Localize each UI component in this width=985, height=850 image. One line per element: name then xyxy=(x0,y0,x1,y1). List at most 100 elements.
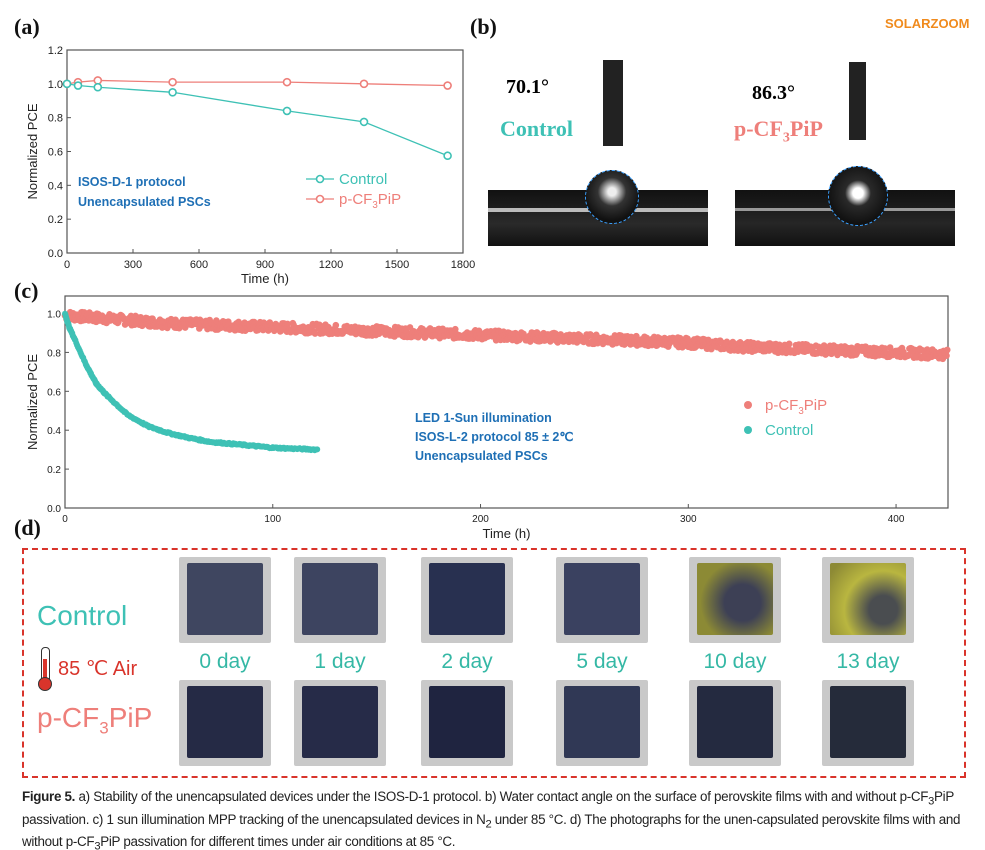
data-point xyxy=(314,446,321,453)
series-line-0 xyxy=(66,83,448,157)
y-axis-label: Normalized PCE xyxy=(25,354,40,450)
chart-c: 0 100 200 300 400 0.0 0.2 0.4 0.6 0.8 1.0 Time (h) N… xyxy=(25,295,951,541)
y-tick-label: 1.2 xyxy=(48,45,63,57)
film-photo-pcf3pip xyxy=(689,680,781,766)
data-point xyxy=(785,340,793,348)
day-label: 5 day xyxy=(576,650,628,673)
legend-marker xyxy=(315,194,325,204)
day-label: 10 day xyxy=(703,650,767,673)
annotation: Unencapsulated PSCs xyxy=(78,195,211,209)
film-photo-control xyxy=(556,557,648,643)
film-photo-pcf3pip xyxy=(421,680,513,766)
x-tick-label: 1200 xyxy=(319,259,343,271)
film-photo-control xyxy=(294,557,386,643)
data-point xyxy=(62,79,72,89)
film-photo-pcf3pip xyxy=(556,680,648,766)
film-photo-pcf3pip xyxy=(294,680,386,766)
droplet-pcf3pip xyxy=(828,166,888,226)
annotation: Unencapsulated PSCs xyxy=(415,449,548,463)
x-axis-label: Time (h) xyxy=(241,271,289,286)
condition-label: 85 ℃ Air xyxy=(58,658,138,680)
plot-frame xyxy=(64,295,949,509)
data-point xyxy=(168,77,177,87)
panel-label-d: (d) xyxy=(14,515,41,540)
label-control: Control xyxy=(500,116,573,141)
data-point xyxy=(943,352,950,359)
x-tick-label: 600 xyxy=(190,259,208,271)
day-label: 2 day xyxy=(441,650,493,673)
day-label: 13 day xyxy=(836,650,900,673)
watermark: SOLARZOOM xyxy=(885,16,970,31)
legend-marker xyxy=(744,426,752,434)
film-photo-control xyxy=(179,557,271,643)
data-point xyxy=(284,320,291,328)
legend-marker xyxy=(315,174,325,184)
y-tick-label: 0.4 xyxy=(47,426,61,437)
row-label-control: Control xyxy=(37,600,128,631)
needle xyxy=(849,62,866,140)
data-point xyxy=(332,321,340,329)
annotation: LED 1-Sun illumination xyxy=(415,411,552,425)
row-label-pcf3pip: p-CF3PiP xyxy=(37,702,153,738)
thermometer-icon xyxy=(38,647,52,691)
y-tick-label: 0.6 xyxy=(48,147,63,159)
label-pcf3pip: p-CF3PiP xyxy=(734,116,823,146)
angle-control: 70.1° xyxy=(506,76,549,98)
legend-label: Control xyxy=(765,422,813,439)
droplet-control xyxy=(585,170,639,224)
y-axis-label: Normalized PCE xyxy=(25,103,40,199)
annotation: ISOS-L-2 protocol 85 ± 2℃ xyxy=(415,430,573,444)
data-point xyxy=(311,330,319,337)
legend-label: p-CF3PiP xyxy=(339,191,401,211)
x-tick-label: 100 xyxy=(264,514,281,525)
x-tick-label: 1800 xyxy=(451,259,475,271)
legend-label: Control xyxy=(339,171,387,188)
angle-pcf3pip: 86.3° xyxy=(752,82,795,104)
y-tick-label: 1.0 xyxy=(47,310,61,321)
film-photo-control xyxy=(421,557,513,643)
day-label: 1 day xyxy=(314,650,366,673)
x-tick-label: 300 xyxy=(680,514,697,525)
x-tick-label: 1500 xyxy=(385,259,409,271)
data-point xyxy=(443,151,452,161)
y-tick-label: 0.8 xyxy=(48,113,63,125)
y-tick-label: 0.8 xyxy=(47,348,61,359)
panel-label-c: (c) xyxy=(14,278,39,303)
chart-a: 0 300 600 900 1200 1500 1800 0.0 0.2 0.4 0.6 0.8 1.0… xyxy=(25,45,475,286)
data-point xyxy=(93,82,103,92)
x-tick-label: 300 xyxy=(124,259,142,271)
data-point xyxy=(943,346,951,354)
y-tick-label: 0.6 xyxy=(47,387,61,398)
x-tick-label: 0 xyxy=(62,514,68,525)
data-point xyxy=(443,81,452,90)
y-tick-label: 0.0 xyxy=(47,504,61,515)
film-photo-control xyxy=(822,557,914,643)
film-photo-control xyxy=(689,557,781,643)
x-tick-label: 400 xyxy=(888,514,905,525)
y-tick-label: 0.0 xyxy=(48,248,63,260)
x-tick-label: 0 xyxy=(64,259,70,271)
y-tick-label: 0.4 xyxy=(48,180,63,192)
x-tick-label: 200 xyxy=(472,514,489,525)
data-point xyxy=(282,106,292,116)
x-tick-label: 900 xyxy=(256,259,274,271)
needle xyxy=(603,60,623,146)
y-tick-label: 0.2 xyxy=(47,465,61,476)
annotation: ISOS-D-1 protocol xyxy=(78,175,186,189)
legend-marker xyxy=(744,401,752,409)
data-point xyxy=(452,325,459,333)
series-line-1 xyxy=(66,79,448,87)
panel-label-b: (b) xyxy=(470,14,497,39)
contact-angle-panel: 70.1° Control 86.3° p-CF3PiP xyxy=(488,40,968,250)
data-point xyxy=(93,76,103,85)
legend-label: p-CF3PiP xyxy=(765,397,827,417)
panel-label-a: (a) xyxy=(14,14,40,39)
data-point xyxy=(73,81,83,90)
data-point xyxy=(359,117,369,127)
x-axis-label: Time (h) xyxy=(483,526,531,541)
data-point xyxy=(282,77,292,87)
y-tick-label: 0.2 xyxy=(48,214,63,226)
y-tick-label: 1.0 xyxy=(48,79,63,91)
film-photo-pcf3pip xyxy=(822,680,914,766)
